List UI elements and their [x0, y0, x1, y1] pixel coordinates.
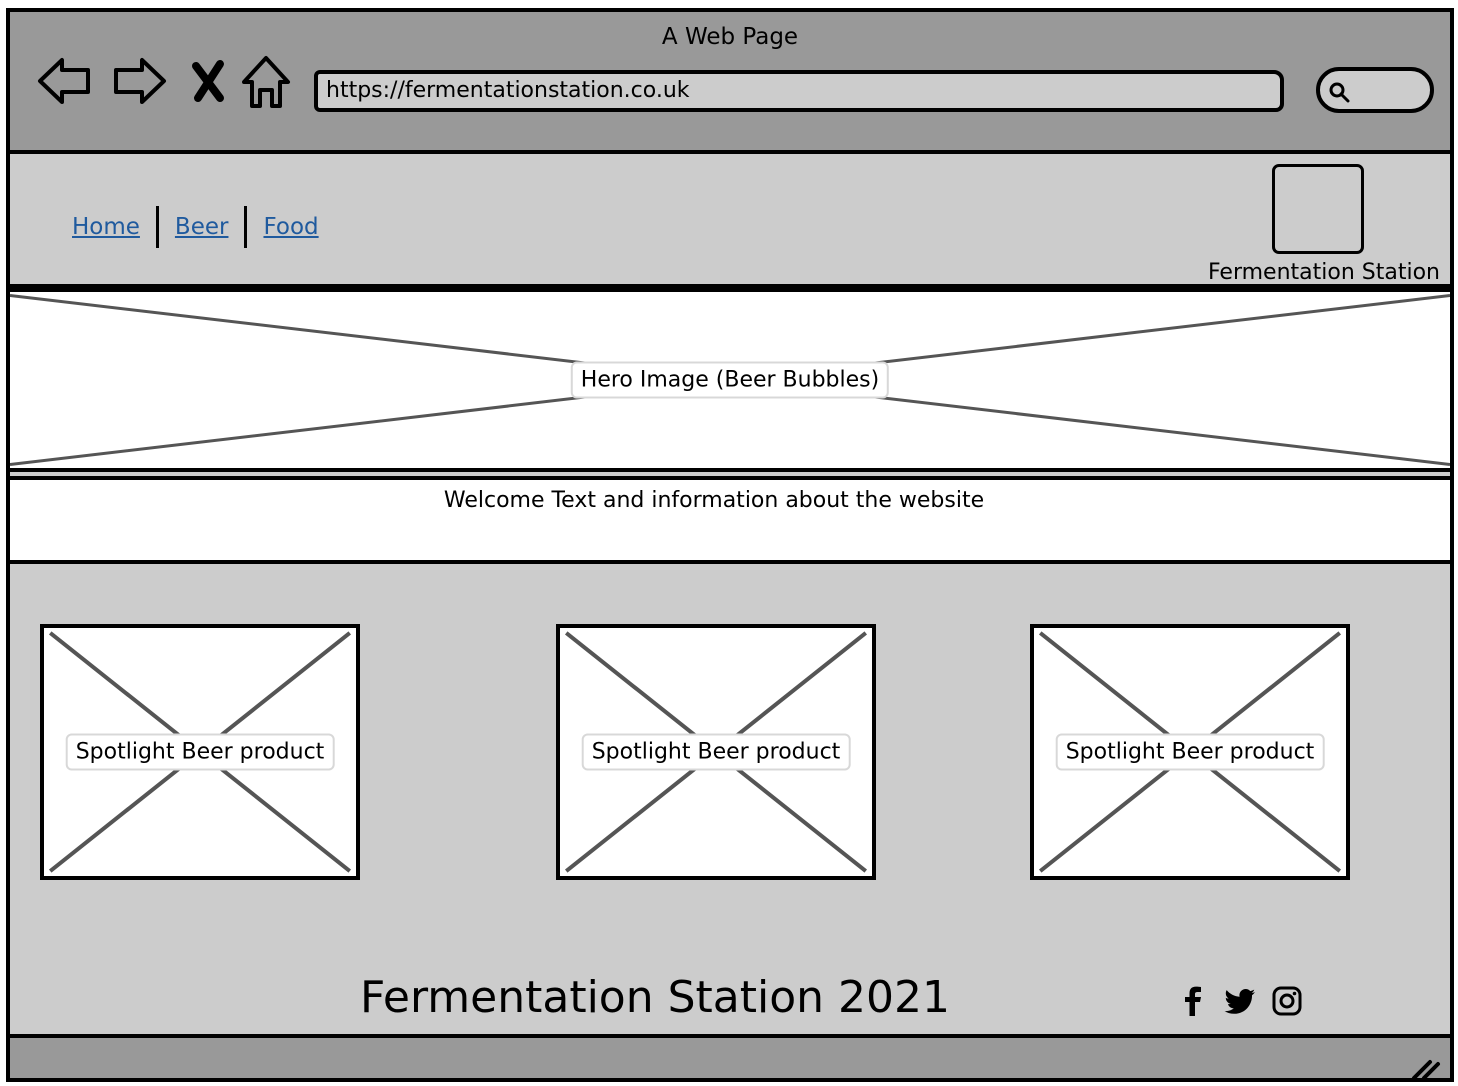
spotlight-beer-card[interactable]: Spotlight Beer product — [556, 624, 876, 880]
browser-window: A Web Page https://fermentationstation.c… — [6, 8, 1454, 1082]
hero-image: Hero Image (Beer Bubbles) — [10, 288, 1450, 472]
nav-divider — [244, 206, 248, 248]
spotlight-label: Spotlight Beer product — [65, 733, 335, 771]
close-icon[interactable] — [180, 52, 238, 110]
site-header: Home Beer Food Fermentation Station — [10, 158, 1450, 288]
spotlight-label: Spotlight Beer product — [581, 733, 851, 771]
footer-copyright: Fermentation Station 2021 — [360, 972, 950, 1023]
nav-link-home[interactable]: Home — [72, 214, 140, 240]
browser-search-field[interactable] — [1316, 67, 1434, 113]
resize-grip-icon[interactable] — [1408, 1056, 1442, 1082]
nav-divider — [155, 206, 159, 248]
logo-caption: Fermentation Station — [1207, 260, 1440, 285]
browser-status-bar — [10, 1034, 1450, 1082]
home-icon[interactable] — [238, 52, 296, 110]
nav-link-beer[interactable]: Beer — [174, 214, 229, 240]
address-bar[interactable]: https://fermentationstation.co.uk — [314, 70, 1284, 112]
spotlight-beer-card[interactable]: Spotlight Beer product — [40, 624, 360, 880]
hero-image-label: Hero Image (Beer Bubbles) — [570, 361, 890, 399]
spotlight-label: Spotlight Beer product — [1055, 733, 1325, 771]
search-icon — [1329, 82, 1350, 103]
back-arrow-icon[interactable] — [36, 52, 94, 110]
browser-chrome: A Web Page https://fermentationstation.c… — [10, 12, 1450, 154]
site-logo[interactable] — [1272, 164, 1364, 254]
facebook-icon[interactable] — [1176, 984, 1210, 1018]
welcome-section: Welcome Text and information about the w… — [10, 476, 1450, 564]
site-nav: Home Beer Food — [72, 206, 319, 248]
window-title: A Web Page — [661, 24, 799, 50]
spotlight-beer-card[interactable]: Spotlight Beer product — [1030, 624, 1350, 880]
forward-arrow-icon[interactable] — [110, 52, 168, 110]
nav-link-food[interactable]: Food — [263, 214, 319, 240]
instagram-icon[interactable] — [1270, 984, 1304, 1018]
twitter-icon[interactable] — [1224, 984, 1258, 1018]
welcome-text: Welcome Text and information about the w… — [443, 488, 985, 513]
